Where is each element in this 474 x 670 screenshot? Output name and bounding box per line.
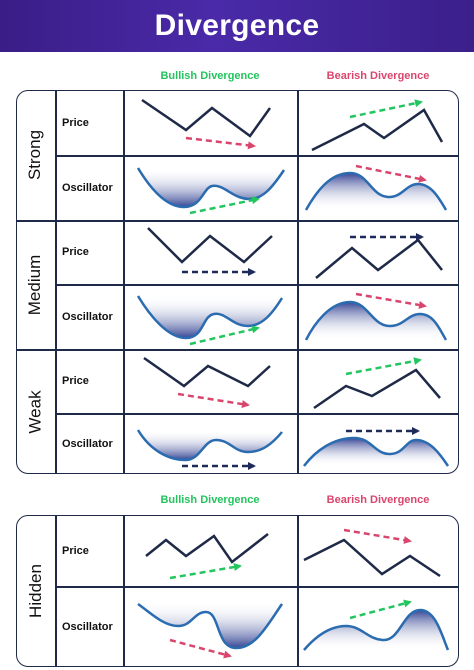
oscillator-line [137,602,284,650]
bearish-arrow [343,528,412,544]
oscillator-fill [304,610,448,650]
title-banner: Divergence [0,0,474,52]
oscillator-fill [304,438,448,466]
bullish-arrow [345,357,422,376]
hidden-table-frame [16,515,459,667]
oscillator-fill [138,602,282,648]
bullish-arrow [349,599,412,620]
price-line [303,538,441,578]
bullish-arrow [189,196,260,215]
bullish-header-top: Bullish Divergence [160,70,260,82]
price-line [145,533,269,564]
divider [123,515,125,667]
divider [297,515,299,667]
bearish-arrow [355,164,427,183]
price-line [147,227,273,264]
divider [55,155,459,157]
oscillator-fill [306,173,446,210]
divider [55,586,459,588]
row-label-price: Price [62,375,89,387]
divider [55,515,57,667]
oscillator-line [303,608,450,651]
price-line [141,98,272,138]
page-title: Divergence [154,9,320,42]
price-line [315,238,443,279]
bearish-arrow [185,136,256,150]
price-line [313,368,441,410]
row-label-oscillator: Oscillator [62,437,113,450]
row-label-price: Price [62,246,89,258]
oscillator-line [304,300,448,341]
row-label-oscillator: Oscillator [62,620,113,633]
row-label-price: Price [62,544,89,557]
divider [55,413,459,415]
row-label-price: Price [62,116,89,129]
bullish-arrow [189,325,260,346]
oscillator-fill [138,296,282,338]
divider [55,90,57,474]
oscillator-line [136,295,284,340]
oscillator-line [136,429,283,462]
bullish-header-bottom: Bullish Divergence [160,494,260,506]
divider [55,284,459,286]
price-line [143,356,271,388]
oscillator-fill [138,430,282,460]
divider [16,220,459,222]
divider [297,90,299,474]
row-label-oscillator: Oscillator [62,310,113,323]
oscillator-fill [138,168,284,207]
bearish-arrow [169,638,232,659]
main-table-frame [16,90,459,474]
divider [16,349,459,351]
row-label-oscillator: Oscillator [62,181,113,194]
bearish-header-top: Bearish Divergence [326,70,430,82]
price-line [311,108,444,152]
bearish-arrow [355,292,427,309]
bearish-arrow [177,392,250,409]
bullish-arrow [169,563,242,580]
bullish-arrow [349,99,423,119]
divider [123,90,125,474]
bearish-header-bottom: Bearish Divergence [326,494,430,506]
oscillator-line [303,436,450,467]
oscillator-line [304,171,448,211]
